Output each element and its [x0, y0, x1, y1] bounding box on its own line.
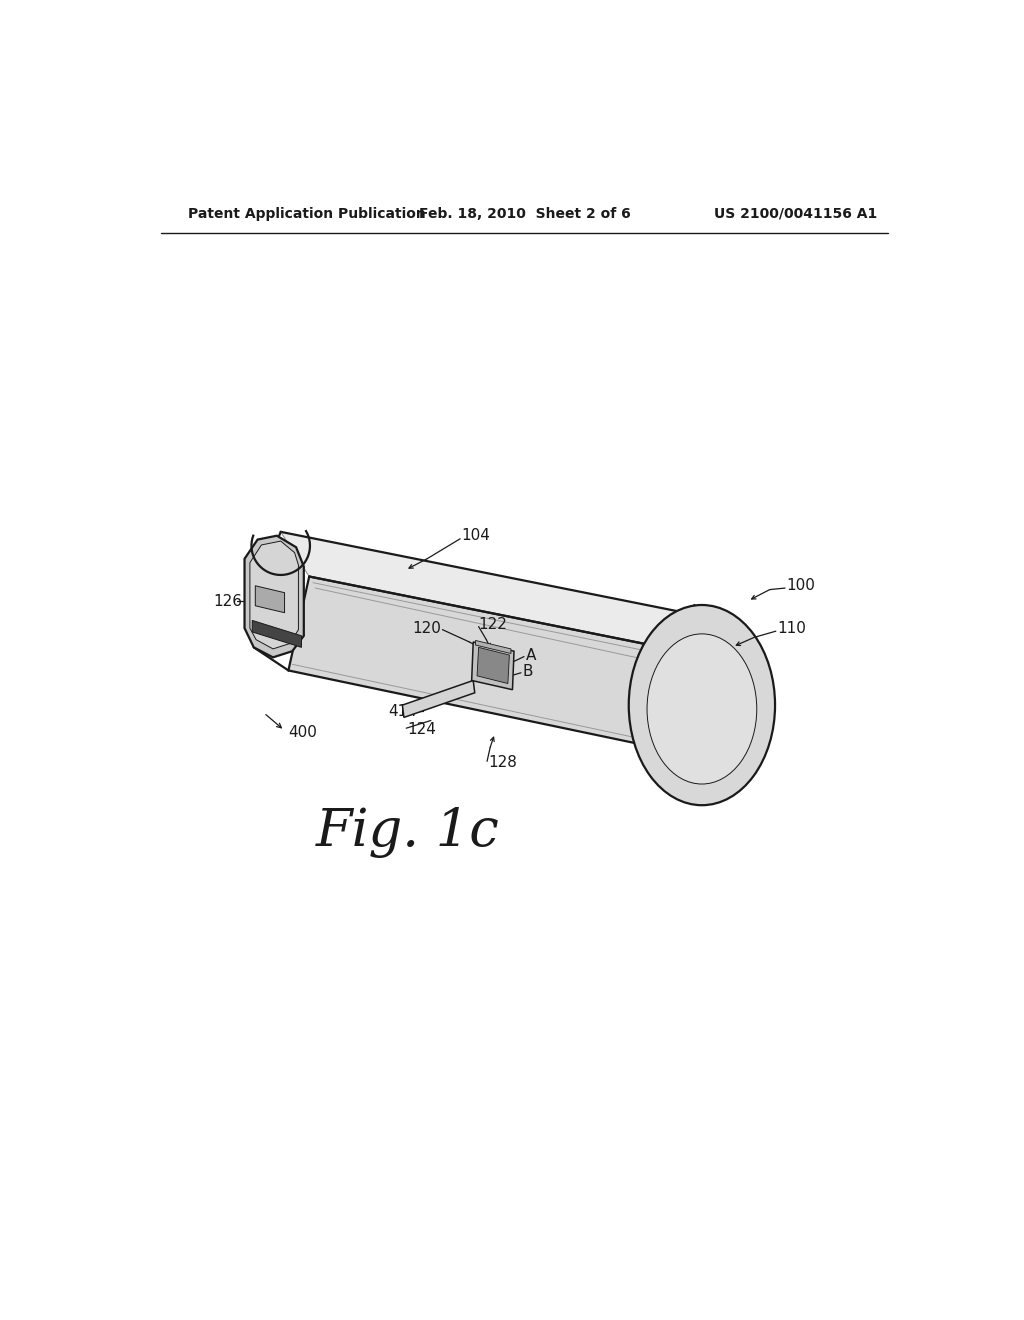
Polygon shape — [245, 536, 304, 657]
Text: 400: 400 — [289, 725, 317, 739]
Text: 100: 100 — [786, 578, 815, 593]
Polygon shape — [289, 577, 712, 755]
Polygon shape — [252, 620, 301, 647]
Text: 126: 126 — [214, 594, 243, 609]
Polygon shape — [472, 642, 514, 689]
Text: 112: 112 — [689, 763, 718, 777]
Text: 122: 122 — [478, 616, 508, 632]
Text: B: B — [522, 664, 532, 678]
Polygon shape — [402, 681, 475, 718]
Polygon shape — [255, 586, 285, 612]
Text: 124: 124 — [408, 722, 436, 738]
Text: 104: 104 — [462, 528, 490, 544]
Text: Fig. 1c: Fig. 1c — [315, 808, 499, 858]
Text: US 2100/0041156 A1: US 2100/0041156 A1 — [714, 207, 878, 220]
Text: 414: 414 — [388, 704, 418, 719]
Polygon shape — [250, 541, 298, 649]
Polygon shape — [477, 647, 509, 684]
Text: 120: 120 — [412, 620, 441, 636]
Text: Feb. 18, 2010  Sheet 2 of 6: Feb. 18, 2010 Sheet 2 of 6 — [419, 207, 631, 220]
Ellipse shape — [647, 634, 757, 784]
Ellipse shape — [629, 605, 775, 805]
Polygon shape — [281, 532, 712, 657]
Text: Patent Application Publication: Patent Application Publication — [188, 207, 426, 220]
Text: 110: 110 — [777, 620, 806, 636]
Text: 128: 128 — [488, 755, 517, 771]
Text: A: A — [525, 648, 536, 663]
Polygon shape — [475, 640, 511, 653]
